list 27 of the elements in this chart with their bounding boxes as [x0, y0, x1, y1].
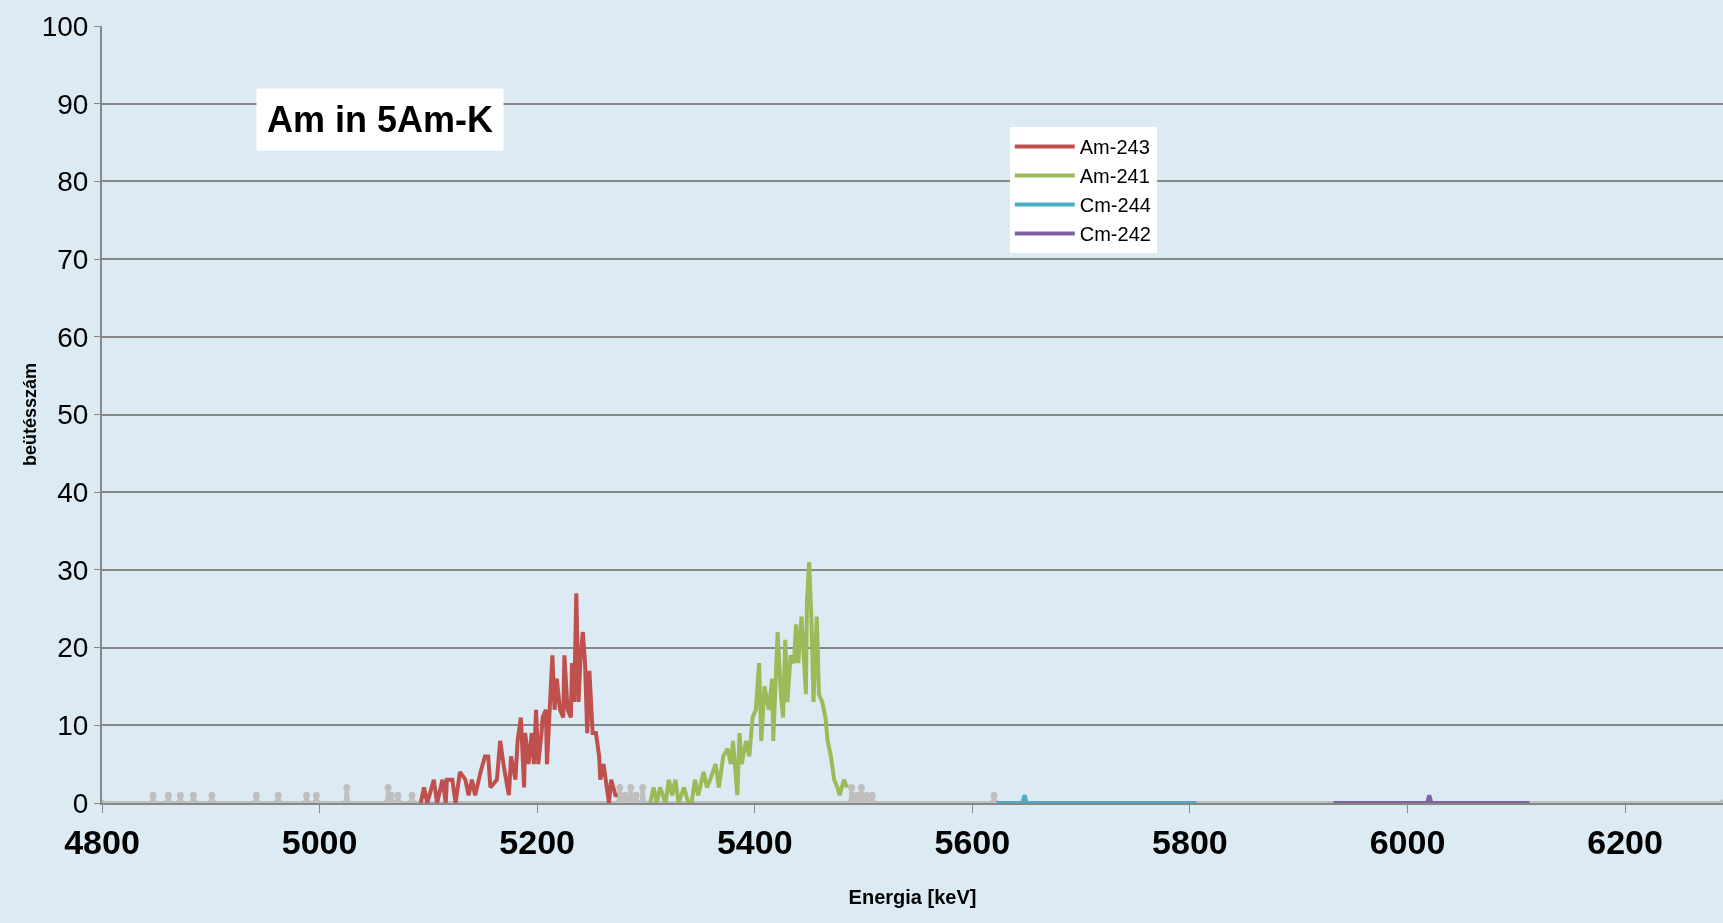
- x-tick-label: 6200: [1587, 822, 1663, 861]
- y-tick-label: 100: [41, 10, 89, 42]
- x-tick-label: 5400: [716, 822, 793, 861]
- line-series: [418, 591, 620, 803]
- y-tick-label: 20: [57, 632, 89, 664]
- y-axis-title: beütésszám: [20, 362, 41, 467]
- legend-label: Am-243: [1079, 136, 1150, 159]
- x-tick-label: 5000: [281, 822, 358, 861]
- legend-label: Am-241: [1079, 165, 1150, 188]
- x-tick-label: 6000: [1369, 822, 1446, 861]
- legend-label: Cm-242: [1079, 223, 1151, 246]
- y-tick-label: 80: [57, 166, 89, 198]
- x-axis-title: Energia [keV]: [848, 885, 977, 908]
- legend-label: Cm-244: [1079, 194, 1151, 217]
- y-tick-label: 50: [57, 399, 89, 431]
- text: Am in 5Am-K: [267, 99, 494, 140]
- y-tick-label: 30: [57, 554, 89, 586]
- y-tick-label: 70: [57, 243, 89, 275]
- x-tick-label: 5600: [934, 822, 1011, 861]
- y-tick-label: 0: [72, 787, 89, 819]
- y-tick-label: 90: [57, 88, 89, 120]
- y-tick-label: 40: [57, 477, 89, 508]
- x-tick-label: 4800: [64, 822, 140, 861]
- y-tick-label: 60: [57, 321, 89, 353]
- x-tick-label: 5200: [499, 822, 575, 861]
- y-tick-label: 10: [57, 710, 89, 742]
- x-tick-label: 5800: [1152, 822, 1228, 861]
